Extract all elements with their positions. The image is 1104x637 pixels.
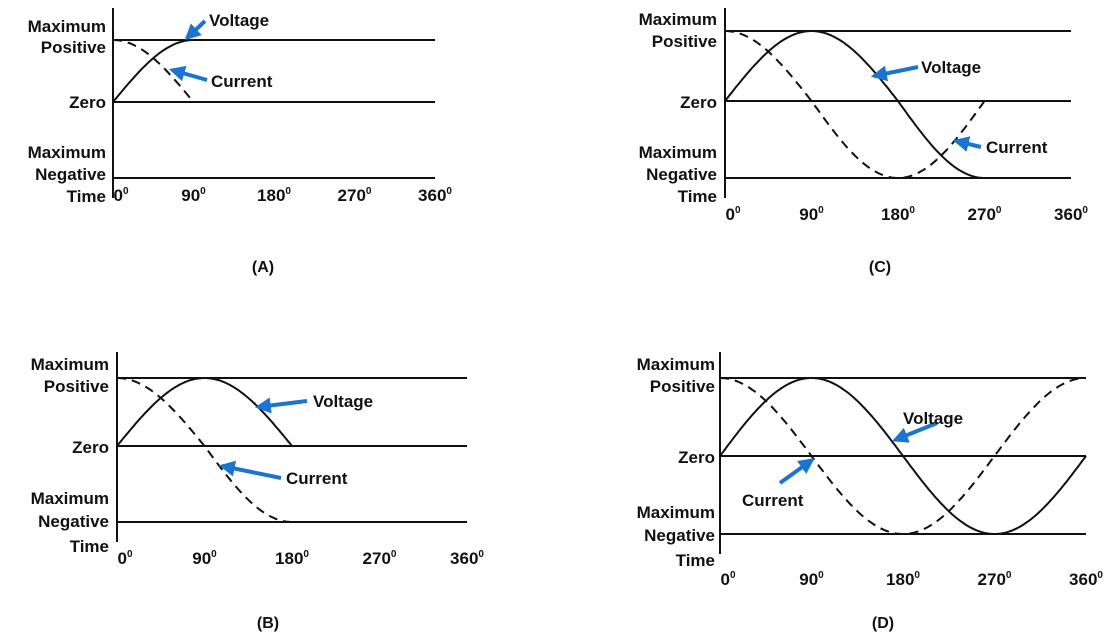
tick-label-180: 1800 <box>275 549 309 568</box>
max-negative-label: Negative <box>38 512 109 531</box>
max-negative-label: Maximum <box>28 143 106 162</box>
current-curve <box>720 377 1086 535</box>
voltage-callout: Voltage <box>921 58 981 77</box>
time-label: Time <box>678 187 717 206</box>
current-callout: Current <box>742 491 804 510</box>
tick-label-180: 1800 <box>886 570 920 589</box>
current-curve <box>725 30 986 179</box>
current-curve <box>113 39 195 103</box>
voltage-callout: Voltage <box>903 409 963 428</box>
voltage-curve <box>719 377 1087 535</box>
max-negative-label: Maximum <box>637 503 715 522</box>
tick-label-90: 900 <box>799 205 824 224</box>
max-positive-label: Maximum <box>31 355 109 374</box>
zero-label: Zero <box>69 93 106 112</box>
current-arrow-icon <box>778 458 815 485</box>
tick-label-270: 2700 <box>968 205 1002 224</box>
tick-label-180: 1800 <box>257 186 291 205</box>
voltage-arrow-icon <box>892 421 938 443</box>
tick-label-0: 00 <box>117 549 132 568</box>
panel-caption: (D) <box>872 615 894 632</box>
tick-label-180: 1800 <box>881 205 915 224</box>
tick-label-0: 00 <box>725 205 740 224</box>
voltage-callout: Voltage <box>209 11 269 30</box>
current-curve <box>117 377 292 523</box>
tick-label-270: 2700 <box>363 549 397 568</box>
tick-label-0: 00 <box>113 186 128 205</box>
time-label: Time <box>70 537 109 556</box>
voltage-arrow-icon <box>870 65 919 82</box>
panel-caption: (B) <box>257 615 279 632</box>
max-negative-label: Maximum <box>639 143 717 162</box>
max-positive-label: Maximum <box>637 355 715 374</box>
voltage-arrow-icon <box>254 397 308 414</box>
max-negative-label: Maximum <box>31 489 109 508</box>
time-label: Time <box>67 187 106 206</box>
tick-label-90: 900 <box>181 186 206 205</box>
voltage-curve <box>116 377 293 447</box>
tick-label-360: 3600 <box>1069 570 1103 589</box>
panel-b: Maximum Positive Zero Maximum Negative Time 00… <box>31 352 484 632</box>
tick-label-360: 3600 <box>418 186 452 205</box>
panel-c: Maximum Positive Zero Maximum Negative Time 00… <box>639 8 1088 276</box>
max-positive-label: Positive <box>44 377 109 396</box>
current-arrow-icon <box>218 460 282 480</box>
max-negative-label: Negative <box>646 165 717 184</box>
tick-label-360: 3600 <box>450 549 484 568</box>
tick-label-360: 3600 <box>1054 205 1088 224</box>
time-label: Time <box>676 551 715 570</box>
voltage-callout: Voltage <box>313 392 373 411</box>
tick-label-270: 2700 <box>978 570 1012 589</box>
current-callout: Current <box>211 72 273 91</box>
panel-a: Maximum Positive Zero Maximum Negative Time 00… <box>28 8 452 276</box>
current-callout: Current <box>286 469 348 488</box>
tick-label-0: 00 <box>720 570 735 589</box>
tick-label-90: 900 <box>799 570 824 589</box>
zero-label: Zero <box>678 448 715 467</box>
max-positive-label: Maximum <box>28 17 106 36</box>
max-positive-label: Positive <box>41 38 106 57</box>
max-positive-label: Positive <box>652 32 717 51</box>
zero-label: Zero <box>72 438 109 457</box>
current-arrow-icon <box>952 136 982 152</box>
current-arrow-icon <box>168 65 208 82</box>
voltage-arrow-icon <box>184 19 207 41</box>
max-negative-label: Negative <box>644 526 715 545</box>
current-callout: Current <box>986 138 1048 157</box>
panel-caption: (C) <box>869 259 891 276</box>
max-negative-label: Negative <box>35 165 106 184</box>
panel-d: Maximum Positive Zero Maximum Negative Time 00… <box>637 352 1103 632</box>
zero-label: Zero <box>680 93 717 112</box>
tick-label-270: 2700 <box>338 186 372 205</box>
panel-caption: (A) <box>252 259 274 276</box>
tick-label-90: 900 <box>192 549 217 568</box>
max-positive-label: Maximum <box>639 10 717 29</box>
max-positive-label: Positive <box>650 377 715 396</box>
